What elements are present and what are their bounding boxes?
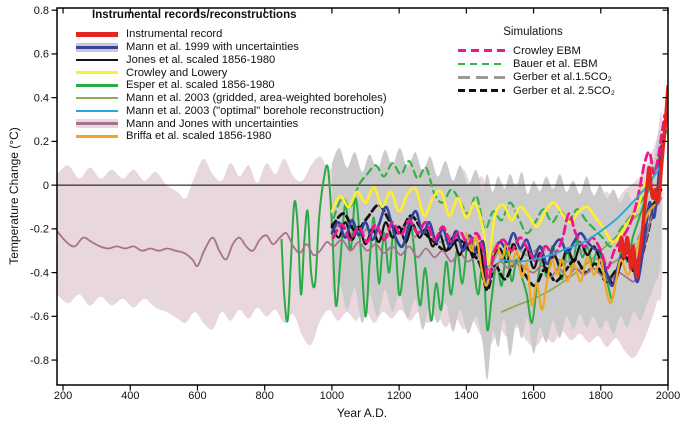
jones-swatch xyxy=(76,55,118,64)
legend-item-label: Gerber et al. 2.5CO₂ xyxy=(513,84,615,97)
gerber-15-swatch xyxy=(458,73,505,82)
svg-text:1000: 1000 xyxy=(320,390,344,402)
legend-right-title: Simulations xyxy=(503,26,563,38)
legend-item-jones: Jones et al. scaled 1856-1980 xyxy=(76,54,387,67)
legend-item-briffa: Briffa et al. scaled 1856-1980 xyxy=(76,130,387,143)
svg-text:-0.4: -0.4 xyxy=(30,267,49,279)
gerber-25-swatch xyxy=(458,86,505,95)
legend-item-bauer-ebm: Bauer et al. EBM xyxy=(458,57,638,70)
legend-item-label: Instrumental record xyxy=(126,28,223,41)
svg-text:-0.8: -0.8 xyxy=(30,355,49,367)
legend-item-mann-jones: Mann and Jones with uncertainties xyxy=(76,117,387,130)
briffa-swatch xyxy=(76,132,118,141)
svg-text:-0.2: -0.2 xyxy=(30,224,49,236)
legend-item-borehole-optimal: Mann et al. 2003 ("optimal" borehole rec… xyxy=(76,105,387,118)
svg-text:-0.6: -0.6 xyxy=(30,311,49,323)
bauer-ebm-swatch xyxy=(458,60,505,69)
instrumental-record-swatch xyxy=(76,30,118,39)
x-axis-title: Year A.D. xyxy=(336,406,388,420)
svg-text:1400: 1400 xyxy=(454,390,478,402)
boreholes-gridded-swatch xyxy=(76,94,118,103)
svg-text:0.6: 0.6 xyxy=(34,49,49,61)
crowley-ebm-swatch xyxy=(458,46,505,55)
crowley-lowery-swatch xyxy=(76,68,118,77)
esper-swatch xyxy=(76,81,118,90)
svg-text:0.2: 0.2 xyxy=(34,136,49,148)
svg-text:800: 800 xyxy=(256,390,274,402)
mann-jones-swatch xyxy=(76,119,118,129)
legend-item-instrumental-record: Instrumental record xyxy=(76,28,387,41)
svg-text:2000: 2000 xyxy=(656,390,680,402)
legend-item-label: Briffa et al. scaled 1856-1980 xyxy=(126,130,272,143)
svg-text:0: 0 xyxy=(43,180,49,192)
legend-item-label: Crowley and Lowery xyxy=(126,66,228,79)
svg-text:600: 600 xyxy=(188,390,206,402)
svg-text:1200: 1200 xyxy=(387,390,411,402)
svg-text:1600: 1600 xyxy=(521,390,545,402)
legend-item-label: Mann et al. 2003 (gridded, area-weighted… xyxy=(126,92,387,105)
borehole-optimal-swatch xyxy=(76,106,118,115)
svg-text:0.8: 0.8 xyxy=(34,5,49,17)
legend-item-esper: Esper et al. scaled 1856-1980 xyxy=(76,79,387,92)
legend-item-gerber-15: Gerber et al.1.5CO₂ xyxy=(458,71,638,84)
mann-1999-swatch xyxy=(76,42,118,52)
legend-item-gerber-25: Gerber et al. 2.5CO₂ xyxy=(458,84,638,97)
legend-item-label: Mann et al. 2003 ("optimal" borehole rec… xyxy=(126,104,384,117)
svg-text:400: 400 xyxy=(121,390,139,402)
legend-item-label: Gerber et al.1.5CO₂ xyxy=(513,71,612,84)
y-axis-title: Temperature Change (°C) xyxy=(7,127,21,265)
legend-item-label: Mann and Jones with uncertainties xyxy=(126,117,299,130)
svg-text:0.4: 0.4 xyxy=(34,92,49,104)
svg-text:1800: 1800 xyxy=(589,390,613,402)
legend-item-crowley-ebm: Crowley EBM xyxy=(458,44,638,57)
legend-simulations: Simulations Crowley EBM Bauer et al. EBM… xyxy=(458,26,638,98)
legend-item-boreholes-gridded: Mann et al. 2003 (gridded, area-weighted… xyxy=(76,92,387,105)
legend-item-label: Esper et al. scaled 1856-1980 xyxy=(126,79,275,92)
legend-item-label: Bauer et al. EBM xyxy=(513,58,598,71)
svg-text:200: 200 xyxy=(54,390,72,402)
legend-left-title: Instrumental records/reconstructions xyxy=(92,9,297,21)
legend-instrumental-reconstructions: Instrumental records/reconstructions Ins… xyxy=(76,9,387,143)
legend-item-label: Crowley EBM xyxy=(513,44,581,57)
legend-item-crowley-lowery: Crowley and Lowery xyxy=(76,66,387,79)
legend-item-label: Jones et al. scaled 1856-1980 xyxy=(126,53,276,66)
legend-item-mann-1999: Mann et al. 1999 with uncertainties xyxy=(76,41,387,54)
legend-item-label: Mann et al. 1999 with uncertainties xyxy=(126,41,299,54)
